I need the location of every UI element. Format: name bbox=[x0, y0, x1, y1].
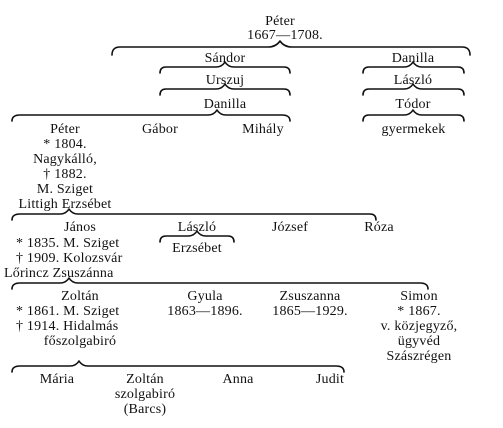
brace-zoltan-family bbox=[11, 360, 345, 373]
gen7-gyula-years: 1863—1896. bbox=[167, 304, 243, 319]
gen6-janos-line: † 1909. Kolozsvár bbox=[16, 251, 123, 266]
brace-todor bbox=[362, 109, 465, 122]
gen4-right: Tódor bbox=[395, 97, 431, 112]
gen6-erzsebet: Erzsébet bbox=[172, 241, 222, 256]
gen5-peter-spouse: Littigh Erzsébet bbox=[18, 197, 112, 212]
gen7-gyula-name: Gyula bbox=[187, 289, 223, 304]
gen7-simon-line: Szászrégen bbox=[386, 349, 452, 364]
brace-danilla-gen4 bbox=[11, 109, 291, 122]
brace-sandor bbox=[159, 61, 291, 74]
gen3-left: Urszuj bbox=[205, 73, 245, 88]
gen6-janos-name: János bbox=[63, 220, 97, 235]
gen7-zsuzsanna-years: 1865—1929. bbox=[272, 304, 348, 319]
gen4-left: Danilla bbox=[203, 97, 247, 112]
gen6-roza: Róza bbox=[364, 220, 394, 235]
gen5-gyermekek: gyermekek bbox=[381, 122, 446, 137]
gen8-maria: Mária bbox=[39, 372, 75, 387]
gen7-simon-name: Simon bbox=[400, 289, 438, 304]
gen5-peter-line: † 1882. bbox=[43, 167, 87, 182]
gen8-judit: Judit bbox=[315, 372, 345, 387]
gen7-zsuzsanna-name: Zsuszanna bbox=[279, 289, 341, 304]
gen2-right: Danilla bbox=[391, 51, 435, 66]
gen5-peter-line: Nagykálló, bbox=[33, 152, 97, 167]
brace-janos-family bbox=[11, 277, 429, 290]
gen7-zoltan-title: főszolgabiró bbox=[43, 334, 117, 349]
gen6-laszlo: László bbox=[177, 220, 217, 235]
gen3-right: László bbox=[393, 73, 433, 88]
gen8-zoltan-name: Zoltán bbox=[126, 372, 164, 387]
brace-laszlo-right bbox=[362, 83, 465, 96]
brace-root bbox=[111, 40, 471, 56]
gen6-jozsef: József bbox=[271, 220, 309, 235]
gen2-left: Sándor bbox=[204, 51, 246, 66]
gen7-simon-line: v. közjegyző, bbox=[380, 319, 458, 334]
root-years: 1667––1708. bbox=[247, 28, 323, 43]
gen8-zoltan-line: (Barcs) bbox=[123, 402, 167, 417]
gen7-zoltan-line: * 1861. M. Sziget bbox=[16, 304, 120, 319]
gen5-peter-line: * 1804. bbox=[43, 137, 87, 152]
gen5-mihaly: Mihály bbox=[242, 122, 284, 137]
gen6-janos-spouse: Lőrincz Zsuszánna bbox=[4, 266, 114, 281]
gen7-simon-line: ügyvéd bbox=[397, 334, 441, 349]
brace-urszuj bbox=[159, 83, 291, 96]
gen7-zoltan-line: † 1914. Hidalmás bbox=[16, 319, 119, 334]
gen8-zoltan-line: szolgabiró bbox=[114, 387, 176, 402]
brace-peter-family bbox=[11, 208, 377, 221]
root-name: Péter bbox=[265, 14, 295, 29]
brace-laszlo-gen6 bbox=[159, 230, 235, 243]
gen5-peter-name: Péter bbox=[50, 122, 80, 137]
gen8-anna: Anna bbox=[222, 372, 254, 387]
brace-danilla-right bbox=[362, 61, 465, 74]
gen7-zoltan-name: Zoltán bbox=[61, 289, 99, 304]
gen6-janos-line: * 1835. M. Sziget bbox=[16, 236, 120, 251]
gen7-simon-line: * 1867. bbox=[397, 304, 441, 319]
gen5-peter-line: M. Sziget bbox=[36, 182, 94, 197]
gen5-gabor: Gábor bbox=[142, 122, 178, 137]
